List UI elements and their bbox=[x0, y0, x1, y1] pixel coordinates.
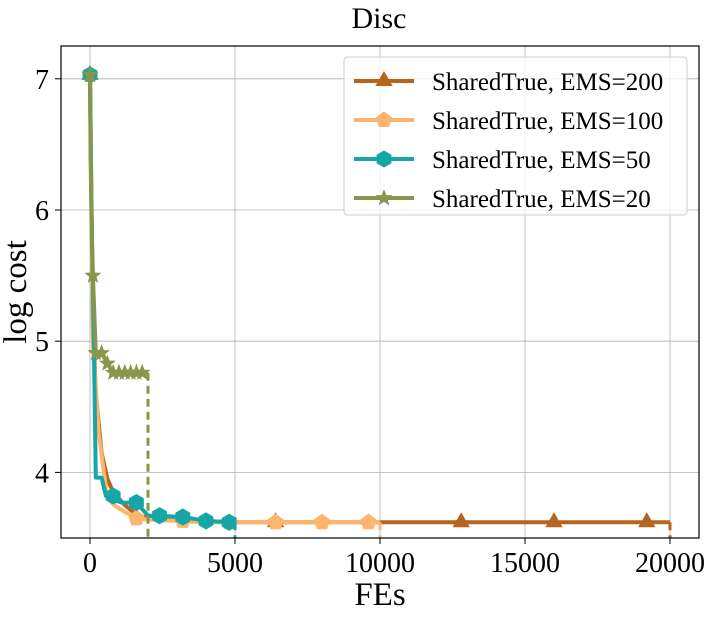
legend-label: SharedTrue, EMS=50 bbox=[432, 147, 651, 174]
legend-entry: SharedTrue, EMS=50 bbox=[354, 147, 651, 174]
legend-label: SharedTrue, EMS=100 bbox=[432, 108, 663, 135]
y-axis-label: log cost bbox=[0, 240, 34, 344]
chart-title: Disc bbox=[352, 2, 407, 35]
data-point bbox=[152, 507, 168, 525]
series-layer bbox=[81, 64, 672, 538]
y-tick-label: 4 bbox=[35, 458, 49, 489]
x-tick-label: 5000 bbox=[207, 548, 263, 579]
x-tick-label: 0 bbox=[83, 548, 97, 579]
x-tick-label: 10000 bbox=[345, 548, 415, 579]
legend-entry: SharedTrue, EMS=100 bbox=[354, 108, 663, 135]
legend-marker bbox=[375, 111, 393, 127]
data-point bbox=[267, 513, 284, 530]
y-tick-label: 7 bbox=[35, 65, 49, 96]
legend-marker bbox=[375, 189, 393, 206]
y-tick-label: 6 bbox=[35, 196, 49, 227]
legend-entry: SharedTrue, EMS=20 bbox=[354, 186, 651, 213]
data-point bbox=[198, 512, 214, 530]
legend: SharedTrue, EMS=200 SharedTrue, EMS=100 Sh… bbox=[343, 56, 688, 216]
legend-marker bbox=[375, 70, 393, 86]
legend-entry: SharedTrue, EMS=200 bbox=[354, 69, 663, 96]
data-point bbox=[98, 354, 116, 371]
x-tick-label: 20000 bbox=[635, 548, 705, 579]
legend-box bbox=[343, 56, 688, 216]
data-point bbox=[545, 512, 563, 528]
legend-marker bbox=[376, 150, 392, 168]
y-tick-label: 5 bbox=[35, 327, 49, 358]
x-tick-label: 15000 bbox=[490, 548, 560, 579]
data-point bbox=[81, 65, 99, 83]
data-point bbox=[313, 513, 331, 530]
data-point bbox=[360, 513, 377, 530]
legend-label: SharedTrue, EMS=200 bbox=[432, 69, 663, 96]
x-axis-label: FEs bbox=[354, 577, 405, 613]
axes: 0 5000 10000 15000 20000 4 5 6 7 bbox=[35, 65, 705, 579]
data-point bbox=[452, 512, 470, 528]
data-point bbox=[84, 266, 102, 283]
data-point bbox=[175, 508, 191, 526]
data-point bbox=[221, 513, 237, 531]
legend-label: SharedTrue, EMS=20 bbox=[432, 186, 651, 213]
data-point bbox=[638, 512, 656, 528]
data-point bbox=[93, 344, 111, 361]
data-point bbox=[105, 487, 121, 505]
series-4 bbox=[81, 65, 151, 538]
data-point bbox=[128, 509, 145, 526]
data-point bbox=[133, 363, 151, 380]
data-point bbox=[128, 494, 144, 512]
